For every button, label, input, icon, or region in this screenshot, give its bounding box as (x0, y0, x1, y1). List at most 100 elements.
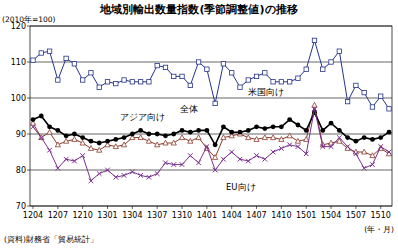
marker (354, 152, 359, 157)
series-label: 米国向け (248, 87, 284, 97)
marker (171, 140, 176, 145)
marker (55, 142, 60, 147)
marker (196, 161, 201, 166)
marker (72, 137, 77, 142)
marker (80, 153, 85, 158)
marker (121, 142, 126, 147)
marker (229, 71, 233, 75)
marker (246, 135, 251, 140)
marker (296, 144, 301, 149)
x-tick-label: 1510 (371, 211, 391, 220)
marker (64, 56, 68, 60)
marker (113, 175, 118, 180)
marker (171, 162, 176, 167)
marker (387, 107, 391, 111)
series-line (33, 112, 389, 144)
marker (378, 135, 383, 140)
marker (304, 137, 309, 142)
marker (64, 157, 69, 162)
marker (221, 124, 226, 129)
series-label: EU向け (226, 182, 256, 192)
marker (64, 138, 69, 143)
marker (270, 135, 275, 140)
marker (329, 121, 334, 126)
marker (287, 143, 292, 148)
y-tick-label: 100 (11, 94, 26, 103)
series-label: アジア向け (120, 112, 165, 122)
plot-area (30, 38, 391, 183)
marker (370, 162, 375, 167)
marker (263, 157, 268, 162)
marker (354, 83, 358, 87)
title: 地域別輸出数量指数(季節調整値)の推移 (99, 3, 297, 16)
marker (31, 117, 36, 122)
marker (122, 135, 127, 140)
marker (155, 171, 160, 176)
marker (287, 80, 291, 84)
y-tick-label: 110 (11, 58, 26, 67)
marker (320, 128, 325, 133)
x-tick (380, 206, 381, 209)
marker (188, 153, 193, 158)
marker (337, 135, 342, 140)
x-tick (57, 206, 58, 209)
marker (296, 123, 301, 128)
marker (271, 80, 275, 84)
marker (47, 124, 52, 129)
grid-line (30, 62, 392, 63)
marker (238, 157, 243, 162)
marker (246, 128, 251, 133)
marker (39, 135, 44, 140)
marker (279, 124, 284, 129)
marker (89, 71, 93, 75)
marker (370, 137, 375, 142)
marker (113, 137, 118, 142)
marker (370, 105, 374, 109)
marker (329, 60, 333, 64)
marker (39, 114, 44, 119)
marker (147, 80, 151, 84)
y-tick-label: 80 (16, 166, 26, 175)
marker (188, 83, 192, 87)
marker (204, 128, 209, 133)
marker (321, 67, 325, 71)
y-tick (27, 26, 30, 27)
grid-line (30, 134, 392, 135)
series-line (33, 109, 389, 181)
marker (213, 155, 218, 160)
marker (113, 144, 118, 149)
marker (163, 161, 168, 166)
marker (362, 149, 367, 154)
marker (31, 125, 36, 130)
marker (138, 135, 143, 140)
marker (254, 137, 259, 142)
y-tick (27, 62, 30, 63)
marker (138, 128, 143, 133)
marker (171, 132, 176, 137)
x-tick-label: 1504 (321, 211, 341, 220)
marker (39, 51, 43, 55)
marker (320, 144, 325, 149)
y-tick-label: 120 (11, 22, 26, 31)
marker (362, 90, 366, 94)
series-label: 全体 (180, 104, 198, 114)
marker (72, 62, 76, 66)
marker (72, 132, 77, 137)
marker (287, 133, 292, 138)
marker (279, 146, 284, 151)
marker (88, 146, 93, 151)
marker (246, 78, 250, 82)
x-tick (82, 206, 83, 209)
marker (155, 142, 160, 147)
marker (312, 107, 317, 112)
marker (180, 162, 185, 167)
x-tick-label: 1407 (246, 211, 266, 220)
marker (130, 132, 135, 137)
x-tick (306, 206, 307, 209)
marker (138, 173, 143, 178)
marker (155, 63, 159, 67)
marker (279, 137, 284, 142)
marker (271, 150, 276, 155)
marker (304, 152, 309, 157)
marker (147, 132, 152, 137)
